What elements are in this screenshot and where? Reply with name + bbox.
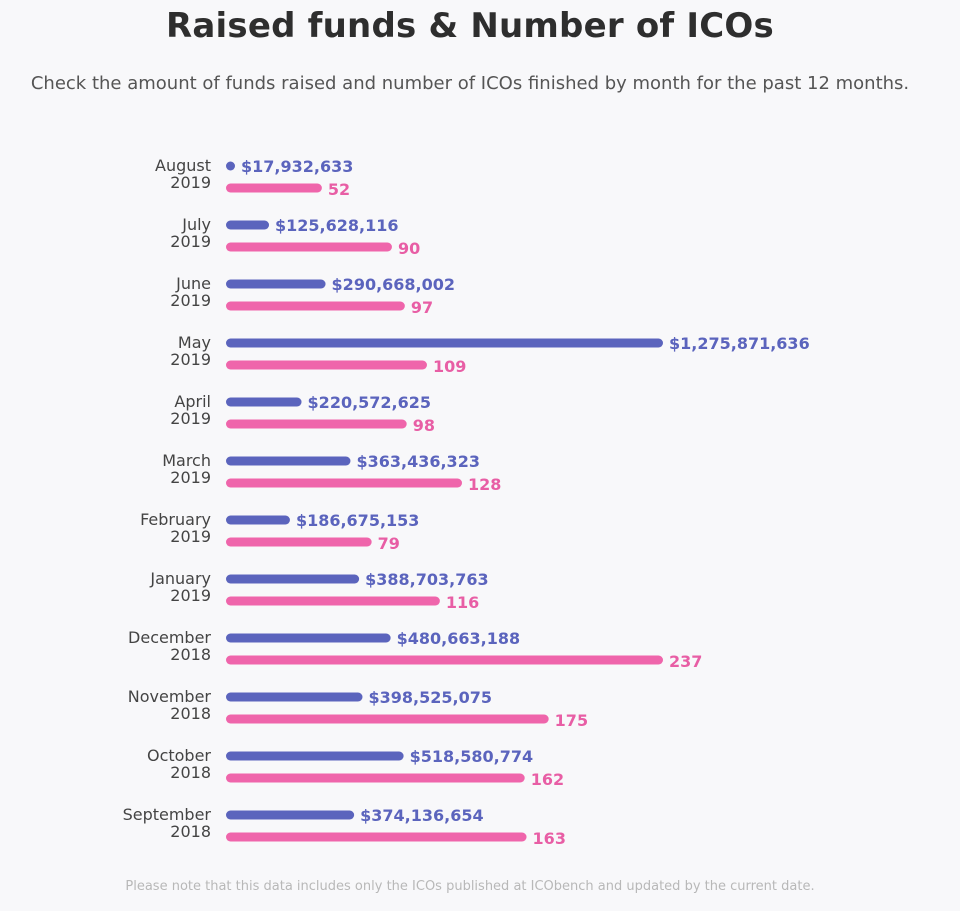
funds-value-label: $398,525,075 [368,688,491,707]
category-label-year: 2019 [170,291,211,310]
ico-count-bar [226,183,322,193]
category-label-month: April [174,392,211,411]
ico-count-label: 79 [378,534,400,553]
category-label-month: May [178,333,211,352]
ico-count-bar [226,773,525,783]
ico-count-bar [226,301,405,311]
category-label-month: March [162,451,211,470]
category-label-month: January [149,569,211,588]
category-label-year: 2019 [170,409,211,428]
funds-bar [226,692,363,702]
ico-count-bar [226,537,372,547]
ico-count-bar [226,714,549,724]
category-label-month: February [140,510,211,529]
ico-count-bar [226,242,392,252]
chart-subtitle: Check the amount of funds raised and num… [30,73,910,94]
chart-footnote: Please note that this data includes only… [125,879,815,894]
ico-count-label: 162 [531,770,564,789]
category-label-month: October [147,746,211,765]
funds-value-label: $518,580,774 [410,747,533,766]
ico-count-label: 109 [433,357,466,376]
ico-count-label: 237 [669,652,702,671]
category-label-month: August [155,156,211,175]
category-label-year: 2019 [170,468,211,487]
category-label-year: 2019 [170,527,211,546]
funds-value-label: $388,703,763 [365,570,488,589]
funds-value-label: $220,572,625 [308,393,431,412]
funds-value-label: $363,436,323 [356,452,479,471]
funds-bar [226,397,302,407]
ico-count-label: 90 [398,239,420,258]
funds-value-label: $1,275,871,636 [669,334,810,353]
ico-count-label: 128 [468,475,501,494]
funds-bar [226,161,235,171]
category-label-year: 2019 [170,173,211,192]
funds-value-label: $290,668,002 [332,275,455,294]
category-label-year: 2019 [170,586,211,605]
chart-title: Raised funds & Number of ICOs [166,6,774,46]
category-label-year: 2019 [170,232,211,251]
category-label-year: 2018 [170,763,211,782]
ico-count-bar [226,832,527,842]
category-label-month: July [181,215,211,234]
ico-count-bar [226,360,427,370]
ico-count-bar [226,419,407,429]
ico-count-bar [226,655,663,665]
funds-value-label: $17,932,633 [241,157,353,176]
category-label-month: December [128,628,211,647]
funds-bar [226,515,290,525]
ico-count-label: 98 [413,416,435,435]
funds-bar [226,633,391,643]
category-label-year: 2019 [170,350,211,369]
bar-chart: August2019$17,932,63352July2019$125,628,… [123,156,810,848]
category-label-month: November [128,687,212,706]
funds-bar [226,279,326,289]
funds-bar [226,338,663,348]
category-label-year: 2018 [170,822,211,841]
funds-value-label: $125,628,116 [275,216,398,235]
category-label-year: 2018 [170,704,211,723]
ico-count-label: 97 [411,298,433,317]
funds-bar [226,810,355,820]
funds-bar [226,456,351,466]
funds-value-label: $186,675,153 [296,511,419,530]
ico-count-bar [226,596,440,606]
funds-value-label: $374,136,654 [360,806,483,825]
category-label-month: September [123,805,212,824]
category-label-month: June [175,274,211,293]
ico-count-bar [226,478,463,488]
funds-value-label: $480,663,188 [397,629,520,648]
ico-count-label: 52 [328,180,350,199]
funds-bar [226,751,404,761]
ico-count-label: 175 [555,711,588,730]
category-label-year: 2018 [170,645,211,664]
funds-bar [226,574,360,584]
ico-count-label: 163 [533,829,566,848]
funds-bar [226,220,270,230]
ico-count-label: 116 [446,593,479,612]
